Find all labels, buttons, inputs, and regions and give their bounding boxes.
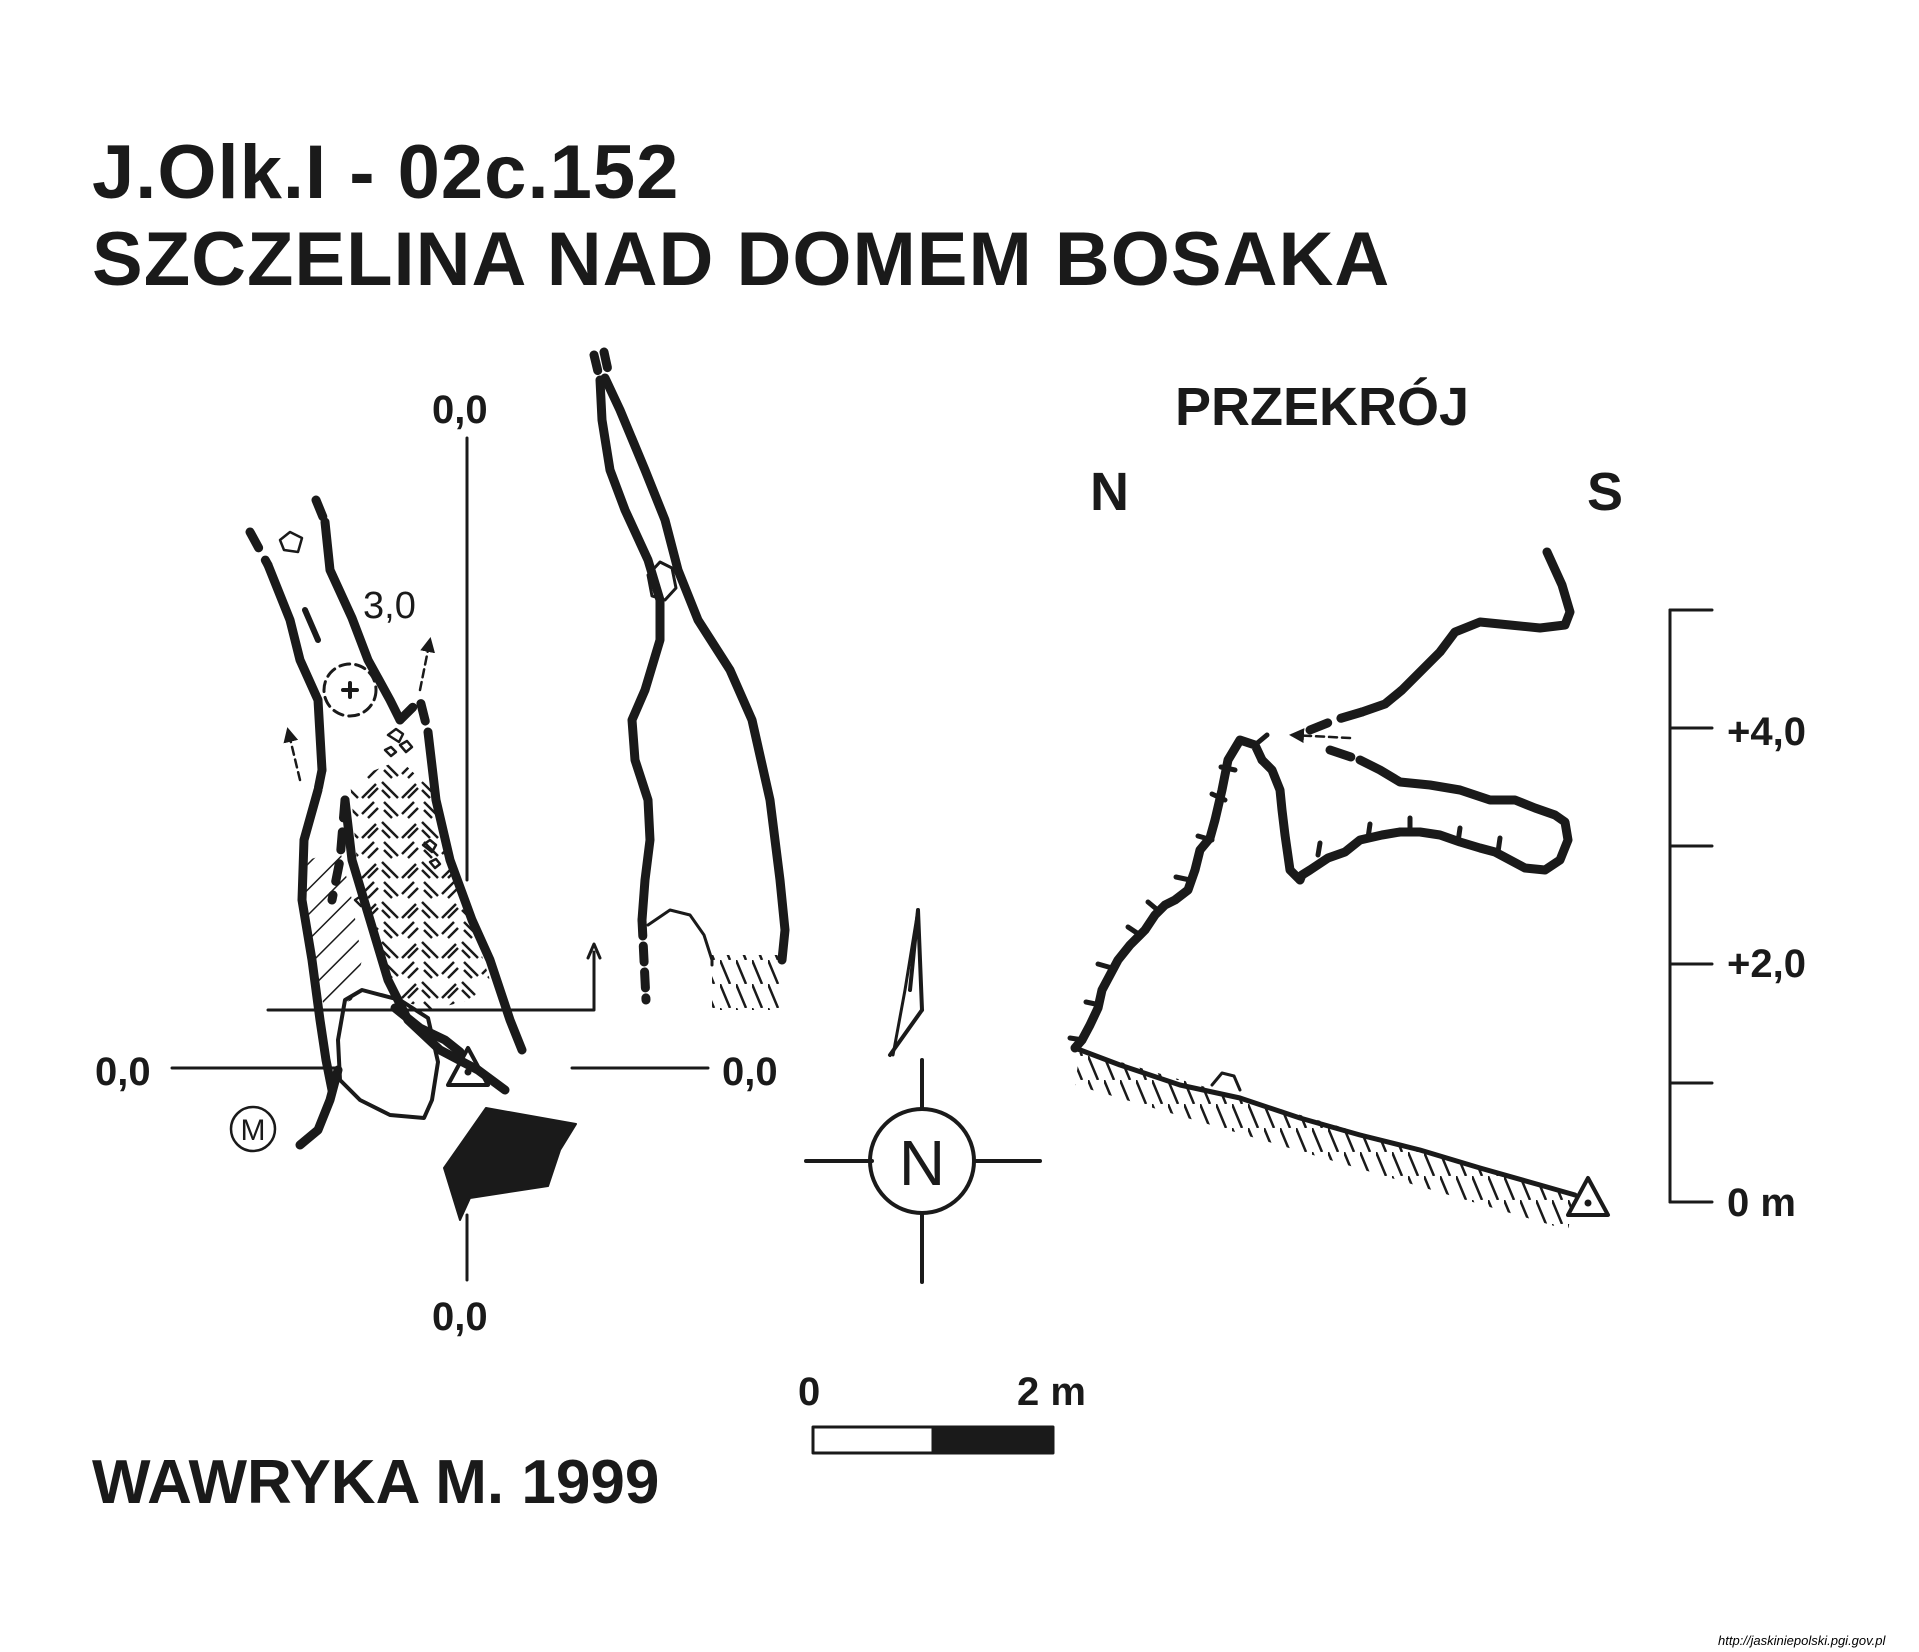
scale-bar-start: 0 xyxy=(798,1370,821,1414)
plan-label-top: 0,0 xyxy=(432,388,488,432)
survey-station-dot xyxy=(464,1068,472,1076)
scale-bar-end: 2 m xyxy=(1017,1370,1086,1414)
cave-name: SZCZELINA NAD DOMEM BOSAKA xyxy=(92,217,1391,302)
plan-axes xyxy=(170,436,710,1282)
section-floor-line xyxy=(1072,1045,1578,1198)
plan-label-right: 0,0 xyxy=(722,1050,778,1094)
plan-outline-right xyxy=(595,373,790,965)
rubble-symbols xyxy=(278,530,442,908)
scale-bar-white xyxy=(811,1425,935,1455)
section-outline xyxy=(1070,547,1575,1053)
section-wall-ticks xyxy=(1067,732,1503,1043)
cave-code: J.Olk.I - 02c.152 xyxy=(92,130,680,215)
plan-outline-right-dashed xyxy=(589,347,651,1005)
section-vertical-scale xyxy=(1668,608,1714,1204)
marker-m-circle xyxy=(229,1105,277,1153)
section-dir-n: N xyxy=(1090,462,1129,522)
plan-right-floor-boulder xyxy=(646,908,714,967)
section-dir-s: S xyxy=(1587,462,1624,522)
pit-plus xyxy=(341,681,359,699)
floor-hatch-region-diagonal xyxy=(304,850,362,1010)
scale-tick-2: +2,0 xyxy=(1727,942,1806,986)
scale-bar-black xyxy=(931,1425,1055,1455)
floor-hatch-region-basket xyxy=(350,760,490,1010)
source-url[interactable]: http://jaskiniepolski.pgi.gov.pl xyxy=(1718,1633,1886,1648)
plan-label-left: 0,0 xyxy=(95,1050,151,1094)
compass-letter: N xyxy=(899,1127,945,1199)
entrance-arrow xyxy=(443,1107,577,1221)
author-credit: WAWRYKA M. 1999 xyxy=(92,1448,660,1517)
section-title: PRZEKRÓJ xyxy=(1175,377,1470,437)
passage-arrows xyxy=(283,637,436,782)
scale-tick-4: +4,0 xyxy=(1727,710,1806,754)
section-line-arrow xyxy=(586,942,602,960)
compass-circle xyxy=(868,1107,976,1215)
entrance-boulder xyxy=(336,988,440,1120)
section-station-triangle xyxy=(1566,1176,1610,1217)
plan-right-boulder xyxy=(646,560,678,602)
north-arrow xyxy=(888,908,924,1057)
section-station-dot xyxy=(1584,1199,1592,1207)
plan-right-floor-hatch xyxy=(712,955,782,1010)
section-line-marker xyxy=(266,950,596,1012)
section-outline-dashed xyxy=(1305,707,1367,765)
depth-label: 3,0 xyxy=(363,585,416,627)
section-floor-boulder xyxy=(1210,1071,1242,1092)
plan-outline-left xyxy=(263,517,527,1150)
scale-tick-0: 0 m xyxy=(1727,1181,1796,1225)
section-passage-arrow xyxy=(1289,728,1352,744)
plan-label-bottom: 0,0 xyxy=(432,1295,488,1339)
pit-symbol xyxy=(322,662,378,718)
slope-tick xyxy=(302,607,321,643)
compass-rose xyxy=(804,1058,1042,1284)
survey-station-triangle xyxy=(446,1046,490,1087)
marker-m-letter: M xyxy=(241,1114,266,1147)
section-floor-hatch xyxy=(1075,1050,1575,1230)
